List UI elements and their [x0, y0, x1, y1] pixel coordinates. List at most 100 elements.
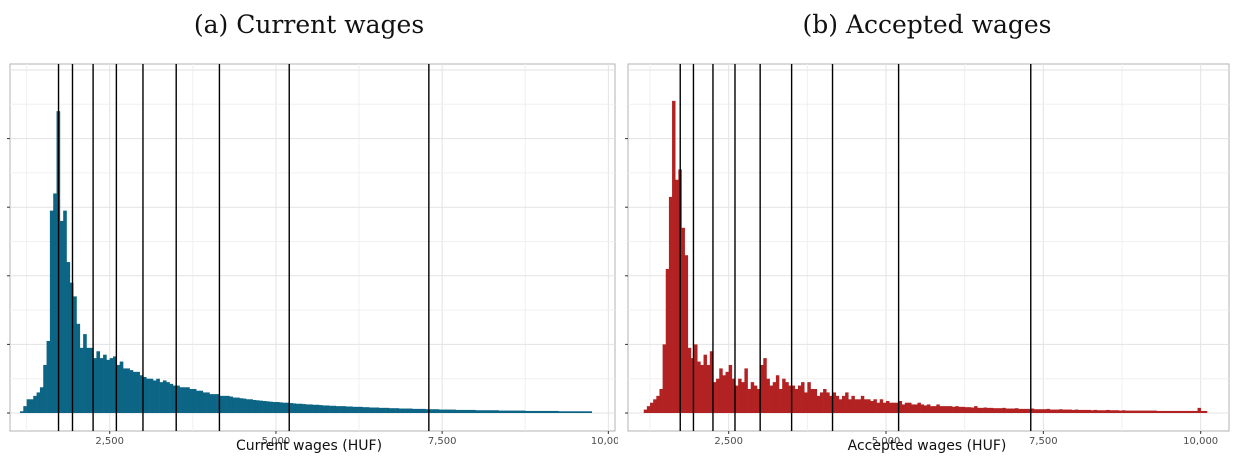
histogram-bar [964, 407, 969, 413]
x-tick-label: 10,000 [1183, 436, 1218, 447]
histogram-bar [475, 410, 480, 413]
histogram-bar [989, 407, 994, 413]
histogram-bar [585, 411, 589, 413]
histogram-bar [908, 402, 912, 413]
histogram-bar [1191, 410, 1195, 413]
histogram-bar [182, 387, 187, 413]
histogram-bar [930, 406, 934, 413]
histogram-bar [779, 388, 783, 413]
panel-accepted-wages: (b) Accepted wages 2,500 5,000 7,500 10,000… [618, 0, 1236, 469]
histogram-bar [505, 410, 509, 413]
histogram-bar [1077, 409, 1082, 413]
histogram-bar [1134, 410, 1139, 413]
histogram-bar [232, 397, 237, 413]
histogram-bar [826, 392, 830, 413]
histogram-bar [531, 410, 536, 413]
x-axis-label: Accepted wages (HUF) [847, 438, 1007, 454]
histogram-bar [425, 409, 430, 413]
histogram-bar [734, 385, 739, 413]
histogram-bar [312, 404, 317, 413]
histogram-bar [375, 407, 380, 413]
histogram-bar [265, 401, 270, 413]
histogram-bar [422, 408, 426, 413]
histogram-current-wages: 2,500 5,000 7,500 10,000 [7, 63, 618, 447]
histogram-bar [1150, 410, 1154, 413]
histogram-bar [744, 368, 748, 413]
histogram-bar [149, 378, 154, 413]
histogram-bar [515, 410, 519, 413]
histogram-bar [385, 407, 390, 413]
histogram-bar [1018, 408, 1022, 413]
histogram-bar [392, 408, 396, 413]
x-tick-label: 5,000 [262, 436, 291, 447]
histogram-bar [319, 405, 323, 413]
histogram-bar [706, 364, 711, 413]
histogram-bar [156, 378, 160, 413]
histogram-bar [571, 411, 576, 413]
histogram-bar [176, 385, 180, 413]
histogram-bar [448, 409, 453, 413]
histogram-bar [952, 406, 956, 413]
histogram-bar [565, 411, 569, 413]
histogram-bar [1175, 410, 1179, 413]
histogram-bar [939, 406, 943, 413]
histogram-bar [132, 371, 137, 413]
histogram-bar [690, 358, 695, 413]
histogram-bar [684, 255, 689, 413]
histogram-bar [189, 388, 194, 413]
x-tick-label: 2,500 [95, 436, 124, 447]
histogram-bar [1074, 409, 1079, 413]
histogram-bar [1008, 408, 1013, 413]
histogram-bar [1055, 409, 1060, 413]
histogram-bar [113, 356, 117, 413]
chart-title: (b) Accepted wages [802, 10, 1052, 39]
histogram-bar [388, 408, 393, 413]
histogram-accepted-wages: 2,500 5,000 7,500 10,000 [625, 63, 1230, 447]
histogram-bar [867, 399, 871, 413]
histogram-bar [1037, 409, 1041, 413]
histogram-bar [1122, 410, 1126, 413]
histogram-bar [442, 409, 446, 413]
histogram-bar [435, 409, 440, 413]
histogram-bar [1052, 409, 1057, 413]
histogram-bar [983, 407, 988, 413]
histogram-bar [588, 411, 593, 413]
histogram-bar [495, 410, 499, 413]
histogram-bar [1125, 410, 1129, 413]
histogram-bar [209, 394, 214, 413]
histogram-bar [1118, 410, 1123, 413]
histogram-bar [432, 409, 436, 413]
histogram-bar [816, 395, 821, 413]
histogram-bar [63, 210, 67, 413]
histogram-bar [152, 380, 157, 413]
histogram-bar [43, 364, 47, 413]
histogram-bar [1065, 409, 1069, 413]
histogram-bar [299, 403, 303, 413]
histogram-bar [66, 262, 71, 413]
histogram-bar [914, 404, 918, 413]
histogram-bar [712, 382, 717, 413]
histogram-bar [309, 404, 313, 413]
histogram-bar [933, 406, 937, 413]
histogram-bar [1027, 408, 1032, 413]
histogram-bar [192, 388, 197, 413]
histogram-bar [545, 410, 549, 413]
histogram-bar [335, 406, 340, 413]
histogram-bar [352, 406, 357, 413]
histogram-bar [876, 402, 881, 413]
histogram-bar [819, 392, 824, 413]
histogram-bar [1081, 409, 1085, 413]
histogram-bar [1166, 410, 1170, 413]
histogram-bar [999, 408, 1003, 413]
histogram-bar [728, 364, 733, 413]
histogram-bar [832, 392, 836, 413]
histogram-bar [462, 409, 466, 413]
histogram-bar [1024, 408, 1028, 413]
histogram-bar [378, 407, 383, 413]
histogram-bar [955, 406, 959, 413]
histogram-bar [212, 394, 217, 413]
histogram-bar [794, 388, 799, 413]
histogram-bar [1015, 408, 1019, 413]
histogram-bar [332, 405, 337, 413]
histogram-bar [59, 220, 64, 413]
